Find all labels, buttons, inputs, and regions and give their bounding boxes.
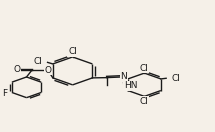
Text: Cl: Cl [140, 97, 148, 106]
Text: Cl: Cl [140, 64, 148, 73]
Text: Cl: Cl [34, 57, 43, 66]
Text: O: O [14, 65, 21, 74]
Text: F: F [3, 89, 8, 98]
Text: Cl: Cl [171, 74, 180, 83]
Text: O: O [44, 65, 51, 74]
Text: N: N [120, 72, 127, 81]
Text: HN: HN [124, 81, 137, 90]
Text: Cl: Cl [68, 47, 77, 56]
